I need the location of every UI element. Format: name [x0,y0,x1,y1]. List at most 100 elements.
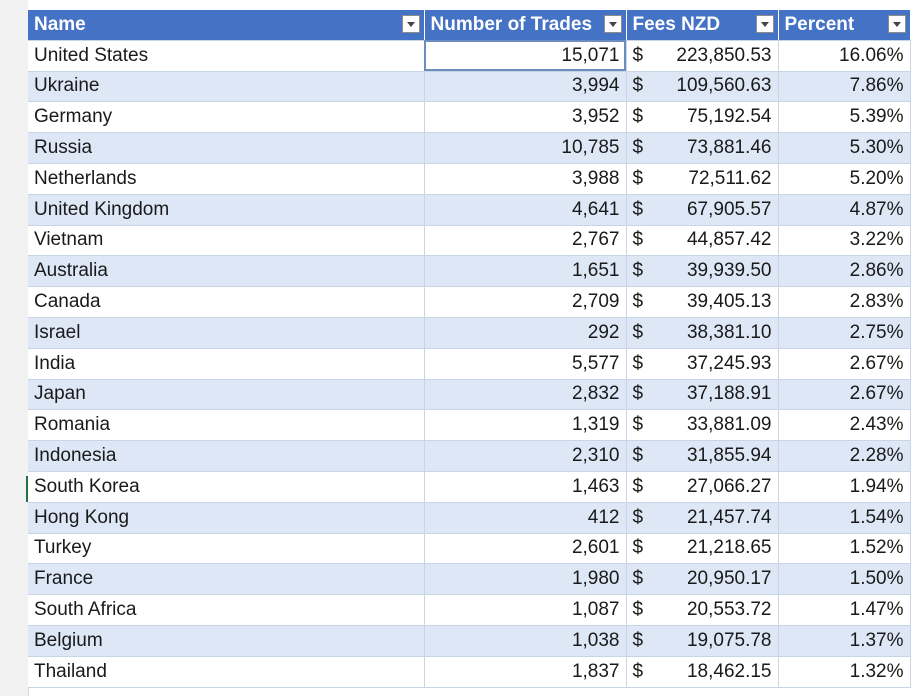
cell-fees[interactable]: $20,553.72 [626,594,779,626]
fee-amount: 21,457.74 [686,506,772,528]
table-row: Vietnam 2,767 $44,857.42 3.22% [28,225,911,257]
cell-fees[interactable]: $27,066.27 [626,471,779,503]
cell-trades[interactable]: 2,767 [424,225,627,257]
cell-name[interactable]: Thailand [28,656,425,688]
cell-trades[interactable]: 1,319 [424,409,627,442]
header-percent[interactable]: Percent [778,10,911,41]
cell-percent[interactable]: 1.32% [778,656,911,688]
cell-trades[interactable]: 292 [424,317,627,349]
cell-trades[interactable]: 2,709 [424,286,627,318]
filter-dropdown-icon[interactable] [401,15,420,33]
cell-percent[interactable]: 7.86% [778,71,911,103]
currency-symbol: $ [632,414,644,436]
filter-dropdown-icon[interactable] [755,15,774,33]
cell-name[interactable]: France [28,563,425,596]
cell-fees[interactable]: $39,405.13 [626,286,779,318]
cell-fees[interactable]: $37,188.91 [626,379,779,411]
table-row: Canada 2,709 $39,405.13 2.83% [28,286,911,318]
cell-fees[interactable]: $19,075.78 [626,625,779,657]
filter-dropdown-icon[interactable] [603,15,622,33]
cell-trades[interactable]: 3,994 [424,71,627,103]
cell-name[interactable]: Vietnam [28,225,425,257]
cell-trades[interactable]: 10,785 [424,132,627,164]
fee-amount: 109,560.63 [676,75,772,97]
cell-percent[interactable]: 2.43% [778,409,911,442]
cell-fees[interactable]: $31,855.94 [626,440,779,472]
header-trades[interactable]: Number of Trades [424,10,627,41]
cell-trades[interactable]: 15,071 [424,40,627,72]
cell-fees[interactable]: $75,192.54 [626,101,779,134]
cell-trades[interactable]: 2,601 [424,533,627,565]
cell-percent[interactable]: 1.47% [778,594,911,626]
cell-trades[interactable]: 2,310 [424,440,627,472]
header-fees[interactable]: Fees NZD [626,10,779,41]
cell-fees[interactable]: $39,939.50 [626,255,779,288]
cell-trades[interactable]: 3,988 [424,163,627,195]
cell-percent[interactable]: 2.86% [778,255,911,288]
cell-fees[interactable]: $21,218.65 [626,533,779,565]
cell-trades[interactable]: 1,980 [424,563,627,596]
cell-name[interactable]: Germany [28,101,425,134]
cell-name[interactable]: Hong Kong [28,502,425,534]
cell-fees[interactable]: $37,245.93 [626,348,779,380]
cell-trades[interactable]: 5,577 [424,348,627,380]
cell-trades[interactable]: 2,832 [424,379,627,411]
cell-trades[interactable]: 4,641 [424,194,627,226]
cell-trades[interactable]: 412 [424,502,627,534]
cell-fees[interactable]: $223,850.53 [626,40,779,72]
cell-name[interactable]: Ukraine [28,71,425,103]
cell-name[interactable]: Turkey [28,533,425,565]
cell-trades[interactable]: 1,087 [424,594,627,626]
cell-percent[interactable]: 2.67% [778,379,911,411]
cell-percent[interactable]: 16.06% [778,40,911,72]
cell-fees[interactable]: $73,881.46 [626,132,779,164]
cell-name[interactable]: South Africa [28,594,425,626]
cell-name[interactable]: Indonesia [28,440,425,472]
cell-percent[interactable]: 5.30% [778,132,911,164]
cell-percent[interactable]: 2.28% [778,440,911,472]
cell-fees[interactable]: $67,905.57 [626,194,779,226]
cell-fees[interactable]: $20,950.17 [626,563,779,596]
cell-percent[interactable]: 1.94% [778,471,911,503]
cell-trades[interactable]: 1,837 [424,656,627,688]
cell-name[interactable]: India [28,348,425,380]
cell-trades[interactable]: 3,952 [424,101,627,134]
cell-percent[interactable]: 1.50% [778,563,911,596]
cell-name[interactable]: Israel [28,317,425,349]
cell-percent[interactable]: 1.52% [778,533,911,565]
cell-name[interactable]: Russia [28,132,425,164]
fee-cell-content: $18,462.15 [633,661,772,683]
cell-fees[interactable]: $18,462.15 [626,656,779,688]
cell-name[interactable]: Japan [28,379,425,411]
cell-percent[interactable]: 2.67% [778,348,911,380]
cell-trades[interactable]: 1,651 [424,255,627,288]
cell-fees[interactable]: $72,511.62 [626,163,779,195]
cell-fees[interactable]: $21,457.74 [626,502,779,534]
cell-percent[interactable]: 1.54% [778,502,911,534]
cell-fees[interactable]: $109,560.63 [626,71,779,103]
cell-fees[interactable]: $38,381.10 [626,317,779,349]
cell-trades[interactable]: 1,463 [424,471,627,503]
cell-fees[interactable]: $33,881.09 [626,409,779,442]
cell-percent[interactable]: 2.83% [778,286,911,318]
cell-name[interactable]: United Kingdom [28,194,425,226]
cell-percent[interactable]: 1.37% [778,625,911,657]
filter-dropdown-icon[interactable] [887,15,906,33]
cell-name[interactable]: South Korea [28,471,425,503]
cell-name[interactable]: Netherlands [28,163,425,195]
cell-name[interactable]: Canada [28,286,425,318]
cell-percent[interactable]: 2.75% [778,317,911,349]
cell-percent[interactable]: 3.22% [778,225,911,257]
cell-name[interactable]: United States [28,40,425,72]
table-row: Netherlands 3,988 $72,511.62 5.20% [28,163,911,195]
cell-percent[interactable]: 5.39% [778,101,911,134]
cell-trades[interactable]: 1,038 [424,625,627,657]
header-name[interactable]: Name [28,10,425,41]
cell-percent[interactable]: 4.87% [778,194,911,226]
fee-amount: 39,405.13 [686,291,772,313]
cell-fees[interactable]: $44,857.42 [626,225,779,257]
cell-name[interactable]: Belgium [28,625,425,657]
cell-percent[interactable]: 5.20% [778,163,911,195]
cell-name[interactable]: Romania [28,409,425,442]
cell-name[interactable]: Australia [28,255,425,288]
